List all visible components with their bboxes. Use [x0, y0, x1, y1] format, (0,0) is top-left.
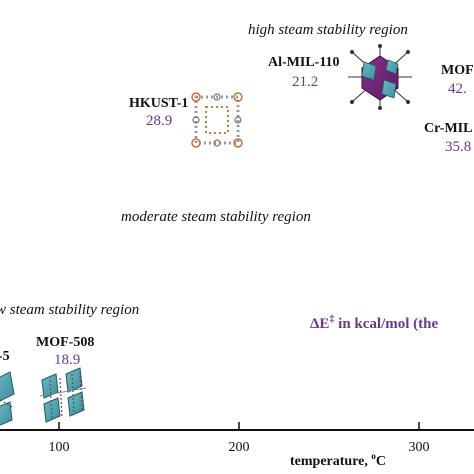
point-label-al-mil-110: Al-MIL-110: [268, 55, 340, 70]
cu-paddlewheel-framework-icon: [191, 92, 243, 148]
point-label-hkust-1: HKUST-1: [129, 96, 188, 111]
x-axis-title-unit: C: [376, 454, 386, 469]
high-stability-region-label: high steam stability region: [248, 22, 408, 38]
zn-layered-framework-icon: [39, 367, 87, 423]
x-tick-label-100: 100: [49, 440, 70, 455]
zn-framework-fragment-icon: [0, 371, 15, 426]
point-label-mof: MOF: [441, 63, 474, 78]
point-label-cr-mil: Cr-MIL: [424, 121, 472, 136]
al-octahedral-cluster-icon: [348, 44, 412, 110]
low-stability-region-label: w steam stability region: [0, 302, 139, 318]
point-value-hkust-1: 28.9: [146, 113, 172, 129]
point-value-mof-508: 18.9: [54, 352, 80, 368]
energy-symbol: ΔE: [310, 316, 329, 332]
x-axis-ticks: 100 200 300: [49, 422, 430, 455]
x-tick-label-300: 300: [409, 440, 430, 455]
point-value-cr-mil: 35.8: [445, 139, 471, 155]
point-value-mof: 42.: [448, 81, 467, 97]
x-axis-title-superscript: o: [371, 451, 376, 461]
point-label-mof-5: -5: [0, 349, 10, 364]
point-value-al-mil-110: 21.2: [292, 74, 318, 90]
point-label-mof-508: MOF-508: [36, 335, 94, 350]
x-axis-title-text: temperature,: [290, 454, 371, 469]
x-axis-title: temperature, oC: [290, 451, 386, 469]
energy-symbol-superscript: ‡: [329, 314, 334, 325]
moderate-stability-region-label: moderate steam stability region: [121, 209, 311, 225]
x-tick-label-200: 200: [229, 440, 250, 455]
energy-units-text: in kcal/mol (the: [334, 316, 438, 332]
energy-units-note: ΔE‡ in kcal/mol (the: [310, 314, 439, 332]
